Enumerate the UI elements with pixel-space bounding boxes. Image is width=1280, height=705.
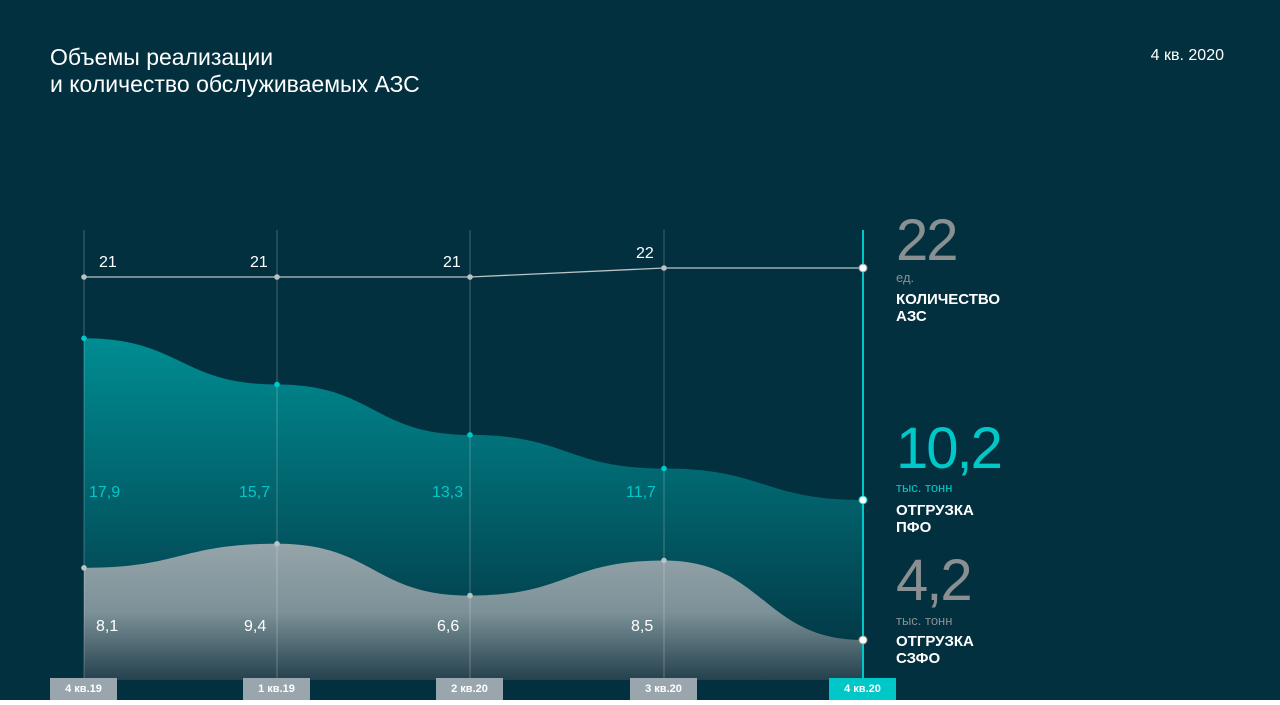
x-tick-label: 4 кв.19 (50, 678, 117, 700)
pfo-value: 10,2 (896, 416, 1003, 481)
pfo-label: ОТГРУЗКА ПФО (896, 502, 974, 536)
szfo-unit: тыс. тонн (896, 613, 953, 628)
data-point (274, 274, 280, 280)
period-label: 4 кв. 2020 (1150, 47, 1224, 64)
title-line-2: и количество обслуживаемых АЗС (50, 71, 420, 97)
data-point (661, 557, 667, 564)
data-point (661, 265, 667, 271)
x-tick-label: 1 кв.19 (243, 678, 310, 700)
data-label: 9,4 (244, 618, 267, 635)
data-point (81, 274, 87, 280)
stations-unit: ед. (896, 270, 915, 285)
data-point (467, 592, 473, 599)
data-label: 21 (443, 254, 461, 271)
area-szfo (84, 543, 863, 680)
pfo-unit: тыс. тонн (896, 480, 953, 495)
data-point (661, 465, 667, 472)
line-stations (84, 267, 863, 278)
data-point (858, 635, 868, 645)
x-tick-label: 2 кв.20 (436, 678, 503, 700)
data-point (858, 495, 868, 505)
data-point (274, 381, 280, 388)
data-label: 21 (99, 254, 117, 271)
szfo-value: 4,2 (896, 548, 973, 613)
data-label: 15,7 (239, 484, 271, 501)
data-point (858, 263, 868, 273)
data-label: 13,3 (432, 484, 464, 501)
data-label: 6,6 (437, 618, 460, 635)
data-label: 11,7 (626, 484, 656, 501)
x-tick-label: 3 кв.20 (630, 678, 697, 700)
data-point (81, 335, 87, 342)
data-label: 8,1 (96, 618, 119, 635)
stations-label: КОЛИЧЕСТВО АЗС (896, 291, 1001, 325)
title-line-1: Объемы реализации (50, 44, 274, 70)
data-label: 17,9 (89, 484, 121, 501)
page-title: Объемы реализации и количество обслужива… (50, 44, 420, 98)
data-point (81, 565, 87, 571)
x-tick-label: 4 кв.20 (829, 678, 896, 700)
stations-value: 22 (896, 208, 958, 273)
data-point (274, 541, 280, 547)
data-label: 21 (250, 254, 268, 271)
szfo-label: ОТГРУЗКА СЗФО (896, 633, 974, 667)
data-point (467, 432, 473, 438)
data-label: 8,5 (631, 618, 654, 635)
data-label: 22 (636, 245, 654, 262)
data-point (467, 274, 473, 280)
